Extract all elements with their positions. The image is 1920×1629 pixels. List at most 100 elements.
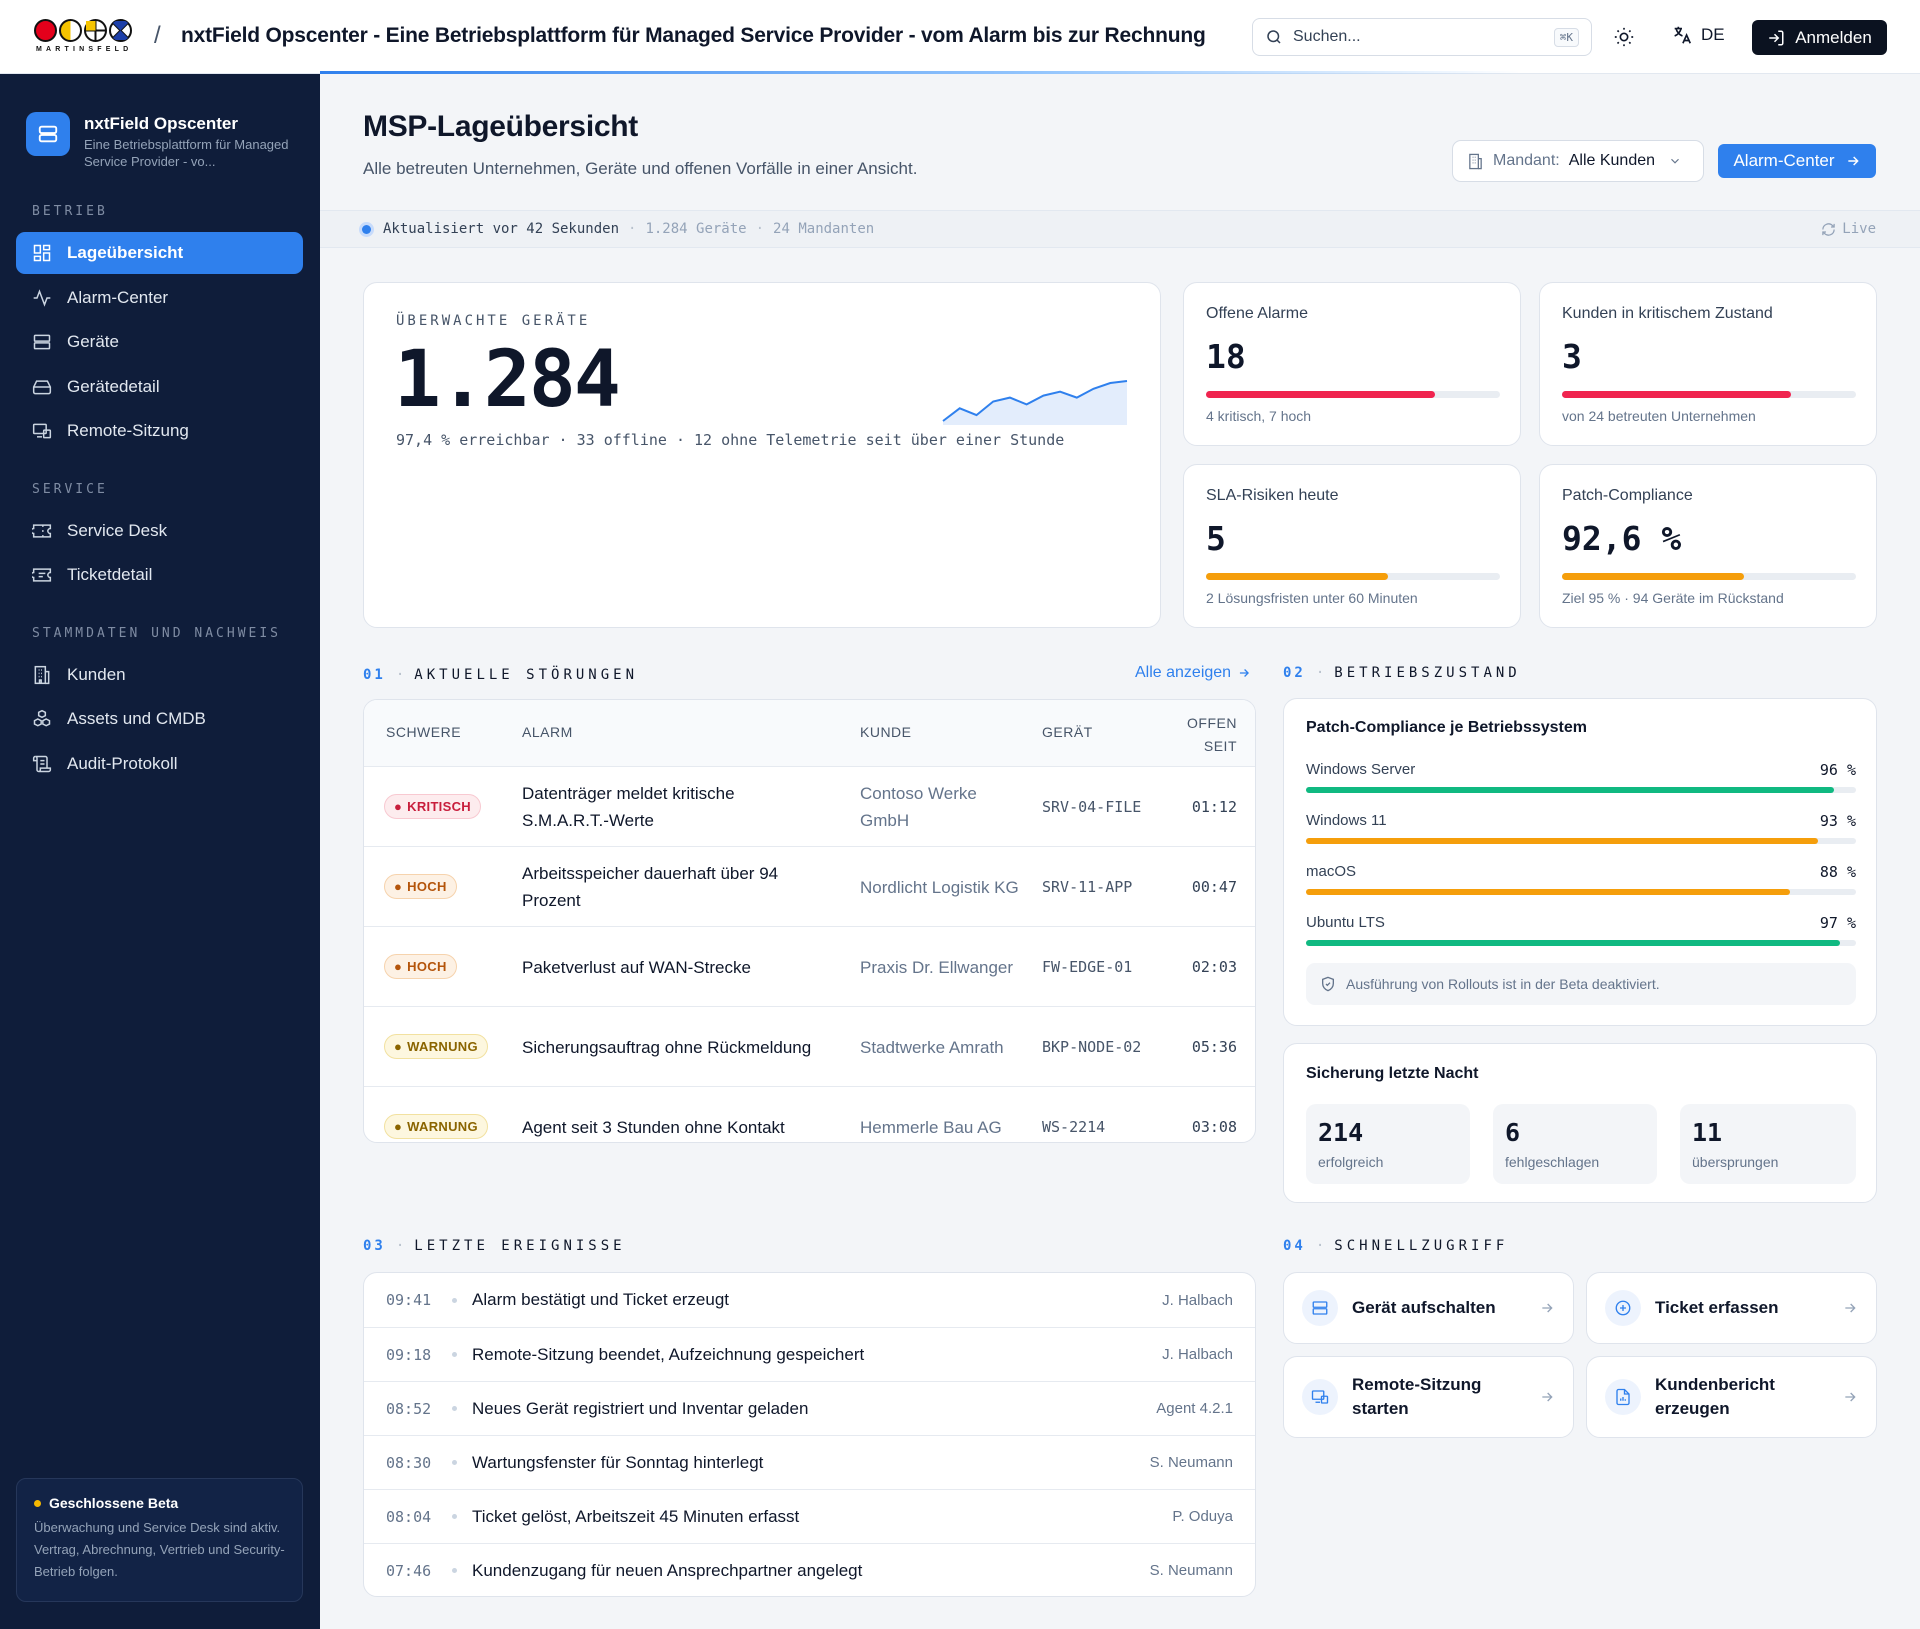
sidebar-item-remote-sitzung[interactable]: Remote-Sitzung <box>16 410 303 452</box>
kpi-sub: Ziel 95 % · 94 Geräte im Rückstand <box>1562 590 1784 606</box>
table-row[interactable]: ● HOCH Arbeitsspeicher dauerhaft über 94 … <box>364 846 1255 926</box>
kpi-bar-fill <box>1562 391 1792 398</box>
backup-value: 214 <box>1318 1118 1364 1147</box>
open-since: 00:47 <box>1191 878 1237 896</box>
status-bar: Aktualisiert vor 42 Sekunden · 1.284 Ger… <box>320 210 1920 248</box>
status-devices: 1.284 Geräte <box>645 221 747 237</box>
sidebar-item-label: Service Desk <box>67 521 168 540</box>
severity-badge: ● WARNUNG <box>384 1034 488 1059</box>
search-shortcut: ⌘K <box>1553 27 1579 47</box>
severity-badge: ● HOCH <box>384 954 457 979</box>
alarm-center-button[interactable]: Alarm-Center <box>1718 144 1876 178</box>
event-actor: J. Halbach <box>1162 1346 1233 1363</box>
search-input[interactable]: Suchen... ⌘K <box>1252 18 1592 56</box>
table-row[interactable]: ● WARNUNG Agent seit 3 Stunden ohne Konta… <box>364 1086 1255 1142</box>
arrow-right-icon <box>1847 156 1859 166</box>
sidebar-item-lageuebersicht[interactable]: Lageübersicht <box>16 232 303 274</box>
section-heading-quick: 04 · SCHNELLZUGRIFF <box>1283 1238 1509 1254</box>
quick-action-geraet-aufschalten[interactable]: Gerät aufschalten <box>1283 1272 1574 1344</box>
sidebar-item-alarm-center[interactable]: Alarm-Center <box>16 277 303 319</box>
theme-toggle-button[interactable] <box>1613 26 1635 48</box>
sidebar-item-geraete[interactable]: Geräte <box>16 321 303 363</box>
table-row[interactable]: ● WARNUNG Sicherungsauftrag ohne Rückmeld… <box>364 1006 1255 1086</box>
col-header-open-since: OFFEN SEIT <box>1187 715 1237 754</box>
os-bar <box>1306 838 1856 844</box>
os-bar-fill <box>1306 838 1818 844</box>
event-bullet <box>452 1460 457 1465</box>
show-all-link[interactable]: Alle anzeigen <box>1135 664 1251 682</box>
kpi-sub: 2 Lösungsfristen unter 60 Minuten <box>1206 590 1418 606</box>
table-row[interactable]: ● HOCH Paketverlust auf WAN-Strecke Praxis… <box>364 926 1255 1006</box>
kpi-value: 5 <box>1206 519 1226 558</box>
os-bar <box>1306 889 1856 895</box>
os-bar-fill <box>1306 940 1840 946</box>
shield-check-icon <box>1322 976 1334 992</box>
alarm-title: Arbeitsspeicher dauerhaft über 94 Prozen… <box>522 864 779 910</box>
event-text: Kundenzugang für neuen Ansprechpartner a… <box>472 1560 863 1580</box>
section-heading-incidents: 01 · AKTUELLE STÖRUNGEN <box>363 667 639 683</box>
table-row[interactable]: ● KRITISCH Datenträger meldet kritische S… <box>364 766 1255 846</box>
sidebar-item-geraetedetail[interactable]: Gerätedetail <box>16 366 303 408</box>
sidebar-header[interactable]: nxtField Opscenter Eine Betriebsplattfor… <box>26 112 294 170</box>
event-row[interactable]: 08:30 Wartungsfenster für Sonntag hinterl… <box>364 1435 1255 1489</box>
martinsfeld-logo[interactable]: MARTINSFELD <box>34 19 138 57</box>
arrow-right-icon <box>1239 669 1250 677</box>
page-title: MSP-Lageübersicht <box>363 110 638 143</box>
kpi-bar-fill <box>1206 573 1389 580</box>
kpi-label: Offene Alarme <box>1206 305 1308 322</box>
quick-action-ticket-erfassen[interactable]: Ticket erfassen <box>1586 1272 1877 1344</box>
sidebar-item-assets-cmdb[interactable]: Assets und CMDB <box>16 698 303 740</box>
kpi-bar <box>1206 573 1500 580</box>
customer-name: Hemmerle Bau AG <box>860 1117 1002 1137</box>
event-row[interactable]: 07:46 Kundenzugang für neuen Ansprechpart… <box>364 1543 1255 1596</box>
sidebar-item-kunden[interactable]: Kunden <box>16 654 303 696</box>
col-header-customer: KUNDE <box>860 724 912 740</box>
kpi-bar <box>1206 391 1500 398</box>
event-time: 08:04 <box>386 1507 432 1526</box>
severity-badge: ● HOCH <box>384 874 457 899</box>
event-bullet <box>452 1514 457 1519</box>
os-bar-fill <box>1306 787 1834 793</box>
event-bullet <box>452 1406 457 1411</box>
section-heading-health: 02 · BETRIEBSZUSTAND <box>1283 665 1521 681</box>
mandant-select[interactable]: Mandant: Alle Kunden <box>1452 140 1704 182</box>
event-row[interactable]: 09:41 Alarm bestätigt und Ticket erzeugt J… <box>364 1273 1255 1327</box>
kpi-bar-fill <box>1206 391 1436 398</box>
login-button[interactable]: Anmelden <box>1752 20 1887 55</box>
devices-card: ÜBERWACHTE GERÄTE 1.284 97,4 % erreichba… <box>363 282 1161 628</box>
sidebar-item-label: Alarm-Center <box>67 288 169 307</box>
section-title: BETRIEBSZUSTAND <box>1334 665 1521 681</box>
remote-screen-icon <box>32 423 52 439</box>
alarm-title: Sicherungsauftrag ohne Rückmeldung <box>522 1037 812 1057</box>
open-since: 03:08 <box>1191 1118 1237 1136</box>
quick-action-kundenbericht[interactable]: Kundenbericht erzeugen <box>1586 1356 1877 1438</box>
beta-notice: Geschlossene Beta Überwachung und Servic… <box>16 1478 303 1602</box>
kpi-kritische-kunden[interactable]: Kunden in kritischem Zustand 3 von 24 be… <box>1539 282 1877 446</box>
kpi-sub: von 24 betreuten Unternehmen <box>1562 408 1756 424</box>
quick-action-label: Ticket erfassen <box>1655 1298 1779 1317</box>
sidebar-item-ticketdetail[interactable]: Ticketdetail <box>16 554 303 596</box>
sidebar-item-audit-protokoll[interactable]: Audit-Protokoll <box>16 743 303 785</box>
kpi-patch-compliance[interactable]: Patch-Compliance 92,6 % Ziel 95 % · 94 G… <box>1539 464 1877 628</box>
quick-action-remote-sitzung[interactable]: Remote-Sitzung starten <box>1283 1356 1574 1438</box>
event-row[interactable]: 09:18 Remote-Sitzung beendet, Aufzeichnun… <box>364 1327 1255 1381</box>
quick-action-label: Remote-Sitzung starten <box>1352 1375 1482 1418</box>
event-row[interactable]: 08:52 Neues Gerät registriert und Inventa… <box>364 1381 1255 1435</box>
kpi-sla-risiken[interactable]: SLA-Risiken heute 5 2 Lösungsfristen unt… <box>1183 464 1521 628</box>
remote-screen-icon <box>1302 1379 1338 1415</box>
customer-name: Nordlicht Logistik KG <box>860 877 1019 897</box>
backup-value: 11 <box>1692 1118 1723 1147</box>
customer-name: Stadtwerke Amrath <box>860 1037 1004 1057</box>
kpi-offene-alarme[interactable]: Offene Alarme 18 4 kritisch, 7 hoch <box>1183 282 1521 446</box>
language-switch[interactable]: DE <box>1671 24 1725 46</box>
patch-compliance-card: Patch-Compliance je Betriebssystem Windo… <box>1283 698 1877 1026</box>
event-row[interactable]: 08:04 Ticket gelöst, Arbeitszeit 45 Minut… <box>364 1489 1255 1543</box>
sidebar-item-service-desk[interactable]: Service Desk <box>16 510 303 552</box>
section-number: 01 <box>363 667 386 683</box>
status-updated: Aktualisiert vor 42 Sekunden <box>383 221 620 237</box>
event-time: 07:46 <box>386 1561 432 1580</box>
live-toggle[interactable]: Live <box>1821 221 1876 237</box>
event-bullet <box>452 1297 457 1303</box>
sidebar-item-label: Remote-Sitzung <box>67 421 189 440</box>
plus-circle-icon <box>1605 1290 1641 1326</box>
